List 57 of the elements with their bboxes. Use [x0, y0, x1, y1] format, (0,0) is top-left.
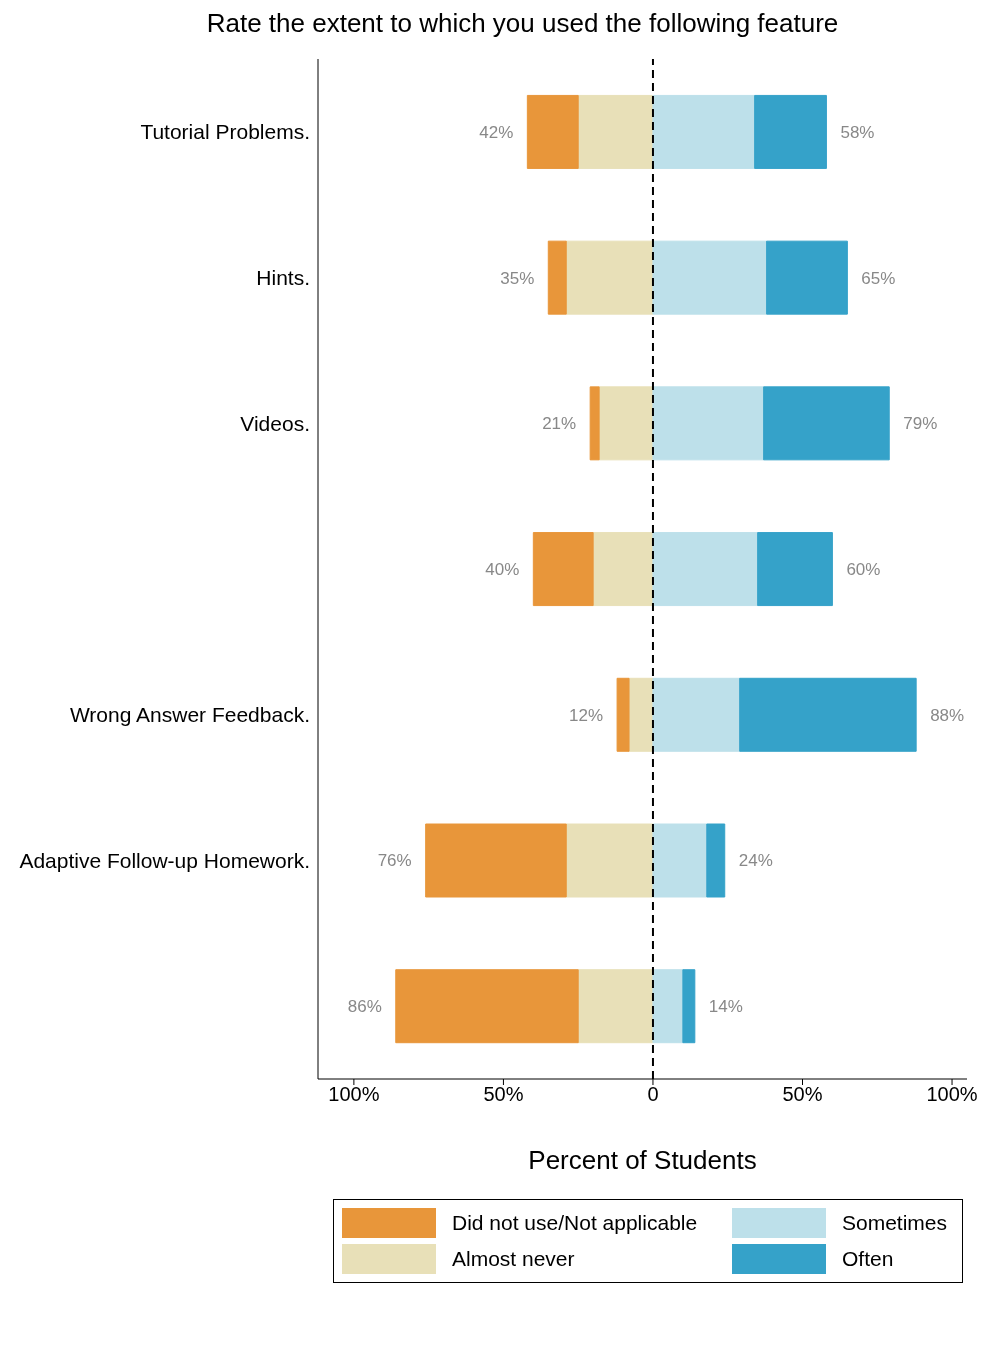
- text: 76%: [377, 851, 412, 871]
- bar: [425, 823, 567, 898]
- x-axis-title: Percent of Students: [528, 1145, 757, 1175]
- bar: [577, 969, 654, 1044]
- text: 58%: [840, 122, 875, 142]
- bar: [598, 386, 654, 461]
- bar: [754, 94, 827, 169]
- bar: [589, 386, 600, 461]
- text: 14%: [708, 997, 743, 1017]
- bar: [682, 969, 696, 1044]
- bar: [532, 532, 594, 607]
- bar: [652, 532, 759, 607]
- y-tick-label: Hints.: [256, 266, 310, 290]
- bar: [652, 386, 765, 461]
- text: 12%: [569, 705, 604, 725]
- y-tick-label: Videos.: [240, 411, 310, 435]
- text: 60%: [846, 560, 881, 580]
- bar: [739, 677, 917, 752]
- bar: [565, 240, 654, 315]
- bar: [592, 532, 654, 607]
- bar: [565, 823, 654, 898]
- text: 65%: [861, 268, 896, 288]
- legend-label: Almost never: [452, 1247, 575, 1271]
- text: 24%: [738, 851, 773, 871]
- bar: [652, 677, 741, 752]
- bar: [652, 240, 768, 315]
- bar: [652, 94, 756, 169]
- y-tick-label: Adaptive Follow-up Homework.: [19, 848, 310, 872]
- x-tick-label: 100%: [926, 1083, 978, 1106]
- bar: [763, 386, 890, 461]
- bar: [706, 823, 726, 898]
- x-tick-label: 50%: [782, 1083, 823, 1106]
- chart-title: Rate the extent to which you used the following feature: [205, 8, 840, 39]
- y-tick-label: Tutorial Problems.: [140, 120, 310, 144]
- text: 42%: [479, 122, 514, 142]
- text: 40%: [485, 560, 520, 580]
- x-tick-label: 0: [647, 1083, 659, 1106]
- x-tick-label: 50%: [483, 1083, 524, 1106]
- bar: [395, 969, 579, 1044]
- legend-label: Sometimes: [842, 1211, 948, 1235]
- text: 21%: [542, 414, 577, 434]
- x-tick-label: 100%: [328, 1083, 380, 1106]
- bar: [652, 969, 684, 1044]
- bar: [616, 677, 630, 752]
- bar: [577, 94, 654, 169]
- legend-label: Often: [842, 1247, 894, 1271]
- text: 86%: [347, 997, 382, 1017]
- bar: [547, 240, 567, 315]
- text: 79%: [903, 414, 938, 434]
- text: 35%: [500, 268, 535, 288]
- bar: [526, 94, 579, 169]
- legend-label: Did not use/Not applicable: [452, 1211, 698, 1235]
- text: 88%: [930, 705, 965, 725]
- bar: [766, 240, 848, 315]
- bar: [757, 532, 833, 607]
- bar: [652, 823, 708, 898]
- y-tick-label: Wrong Answer Feedback.: [69, 703, 310, 727]
